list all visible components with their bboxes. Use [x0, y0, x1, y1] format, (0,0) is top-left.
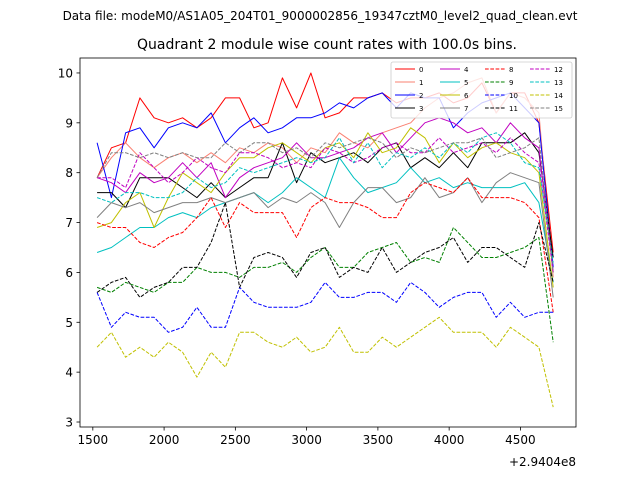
legend-label: 1	[419, 79, 423, 87]
legend-label: 9	[509, 79, 513, 87]
data-file-label: Data file: modeM0/AS1A05_204T01_90000028…	[63, 9, 578, 23]
x-tick-label: 2500	[220, 433, 251, 447]
legend-label: 12	[554, 66, 563, 74]
legend-label: 13	[554, 79, 563, 87]
series-line-13	[96, 132, 554, 263]
legend-label: 0	[419, 66, 423, 74]
series-line-15	[96, 137, 554, 273]
y-tick-label: 5	[65, 316, 73, 330]
series-lines	[96, 72, 554, 408]
series-line-10	[96, 281, 554, 333]
legend-label: 2	[419, 92, 423, 100]
x-tick-label: 1500	[78, 433, 109, 447]
series-line-4	[96, 117, 554, 273]
legend-label: 10	[509, 92, 518, 100]
y-tick-label: 7	[65, 216, 73, 230]
y-tick-label: 10	[58, 66, 73, 80]
series-line-3	[97, 132, 554, 258]
x-tick-label: 3000	[291, 433, 322, 447]
x-tick-label: 2000	[149, 433, 180, 447]
legend-label: 14	[554, 92, 563, 100]
x-offset-label: +2.9404e8	[509, 455, 576, 469]
y-tick-label: 4	[65, 366, 73, 380]
legend-label: 3	[419, 105, 423, 113]
axes-frame	[79, 57, 577, 428]
legend-label: 8	[509, 66, 513, 74]
series-line-6	[96, 127, 554, 288]
series-line-5	[96, 157, 554, 283]
y-tick-label: 3	[65, 416, 73, 430]
legend-label: 11	[509, 105, 518, 113]
chart-title: Quadrant 2 module wise count rates with …	[137, 37, 517, 53]
legend-label: 4	[464, 66, 469, 74]
x-tick-label: 4000	[434, 433, 465, 447]
legend-box	[390, 61, 573, 119]
series-line-7	[96, 172, 554, 298]
series-line-8	[96, 177, 554, 313]
legend-label: 7	[464, 105, 468, 113]
legend-label: 5	[464, 79, 468, 87]
series-line-14	[96, 316, 554, 408]
y-tick-label: 9	[65, 116, 73, 130]
series-line-12	[97, 137, 554, 273]
x-tick-label: 4500	[505, 433, 536, 447]
series-line-9	[96, 227, 554, 343]
legend-label: 6	[464, 92, 469, 100]
x-tick-label: 3500	[363, 433, 394, 447]
legend-label: 15	[554, 105, 563, 113]
series-line-11	[96, 202, 554, 298]
y-tick-label: 6	[65, 266, 73, 280]
y-tick-label: 8	[65, 166, 73, 180]
